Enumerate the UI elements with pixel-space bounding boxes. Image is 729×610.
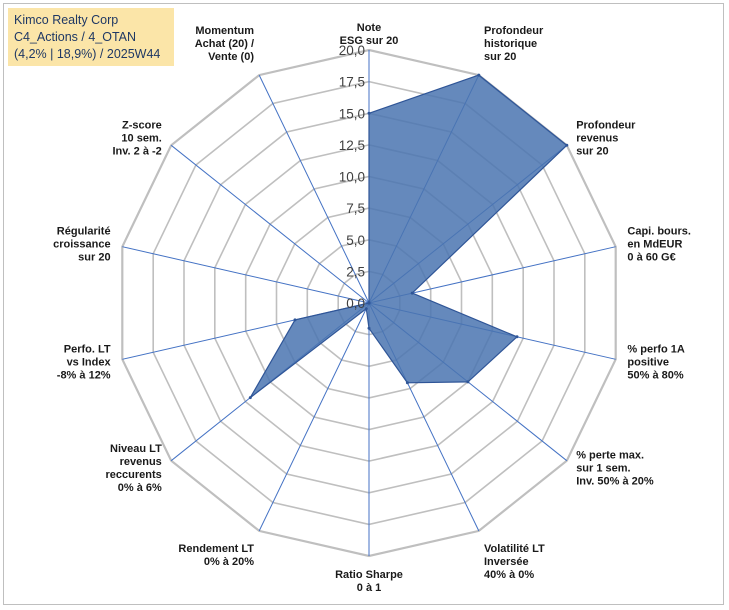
axis-label: Profondeur historique sur 20 [484,25,544,63]
axis-label-line: ESG sur 20 [340,35,399,47]
axis-label: Momentum Achat (20) / Vente (0) [195,25,255,63]
tick-label: 15,0 [339,106,365,121]
axis-label-line: Perfo. LT [64,344,111,356]
axis-label: Z-score 10 sem. Inv. 2 à -2 [112,119,161,157]
data-point [466,380,470,384]
axis-label-line: croissance [53,239,110,251]
axis-label-line: Inv. 50% à 20% [576,476,654,488]
axis-label-line: 0% à 6% [118,482,162,494]
axis-label-line: Z-score [122,119,162,131]
axis-label-line: en MdEUR [627,239,682,251]
tick-label: 7,5 [346,201,365,216]
axis-label-line: sur 20 [78,252,110,264]
data-point [410,291,414,295]
axis-label: Régularité croissance sur 20 [53,226,110,264]
data-point [293,318,297,322]
axis-label-line: positive [627,357,669,369]
data-point [367,326,371,330]
axis-label: Capi. bours. en MdEUR 0 à 60 G€ [627,226,691,264]
axis-label-line: Momentum [195,25,254,37]
axis-label-line: -8% à 12% [57,370,111,382]
tick-label: 5,0 [346,233,365,248]
data-point [364,307,368,311]
axis-label: Rendement LT 0% à 20% [178,543,254,568]
axis-label-line: Profondeur [576,119,636,131]
axis-label-line: 40% à 0% [484,569,534,581]
axis-label-line: Capi. bours. [627,226,691,238]
axis-label-line: Inv. 2 à -2 [112,145,161,157]
tick-label: 12,5 [339,138,365,153]
axis-label-line: % perfo 1A [627,344,685,356]
tick-label: 2,5 [346,264,365,279]
axis-label-line: revenus [576,132,618,144]
axis-label: Profondeur revenus sur 20 [576,119,636,157]
tick-label: 17,5 [339,75,365,90]
data-point [367,301,371,305]
axis-label-line: Vente (0) [208,51,254,63]
axis-label: Volatilité LT Inversée 40% à 0% [484,543,545,581]
axis-label-line: Profondeur [484,25,544,37]
title-line-period: (4,2% | 18,9%) / 2025W44 [14,47,161,61]
axis-label-line: Note [357,22,381,34]
axis-label: Niveau LT revenus reccurents 0% à 6% [106,443,163,494]
axis-label-line: 0 à 1 [357,582,381,594]
axis-spoke [258,302,370,532]
tick-label: 10,0 [339,170,365,185]
axis-label: Note ESG sur 20 [340,22,399,47]
chart-title-box: Kimco Realty Corp C4_Actions / 4_OTAN (4… [8,8,174,66]
axis-label-line: reccurents [106,469,162,481]
axis-label-line: 0 à 60 G€ [627,252,675,264]
axis-label-line: Ratio Sharpe [335,569,403,581]
axis-spoke [258,74,370,304]
axis-label: % perfo 1A positive 50% à 80% [627,344,685,382]
title-line-company: Kimco Realty Corp [14,13,119,27]
axis-label-line: 50% à 80% [627,370,683,382]
data-point [367,111,371,115]
tick-label: 0,0 [346,296,365,311]
axis-label-line: historique [484,38,537,50]
axis-label-line: sur 20 [576,145,608,157]
axis-label-line: Régularité [57,226,111,238]
data-series-area [249,74,568,399]
axis-label-line: % perte max. [576,450,644,462]
axis-label-line: 0% à 20% [204,556,254,568]
axis-label-line: Achat (20) / [195,38,254,50]
axis-spoke [122,246,370,304]
title-line-category: C4_Actions / 4_OTAN [14,30,137,44]
data-point [565,143,569,147]
axis-label: % perte max. sur 1 sem. Inv. 50% à 20% [576,450,654,488]
axis-label: Perfo. LT vs Index -8% à 12% [57,344,112,382]
axis-label-line: sur 20 [484,51,516,63]
tick-label: 20,0 [339,43,365,58]
axis-label-line: Rendement LT [178,543,254,555]
data-point [248,396,252,400]
axis-label-line: revenus [120,456,162,468]
axis-spoke [170,144,370,304]
axis-label-line: sur 1 sem. [576,463,630,475]
axis-label-line: Niveau LT [110,443,162,455]
axis-label-line: vs Index [67,357,112,369]
data-point [515,335,519,339]
axis-label-line: Inversée [484,556,529,568]
axis-label: Ratio Sharpe 0 à 1 [335,569,403,594]
data-point [477,73,481,77]
data-point [405,381,409,385]
axis-label-line: Volatilité LT [484,543,545,555]
axis-label-line: 10 sem. [121,132,161,144]
